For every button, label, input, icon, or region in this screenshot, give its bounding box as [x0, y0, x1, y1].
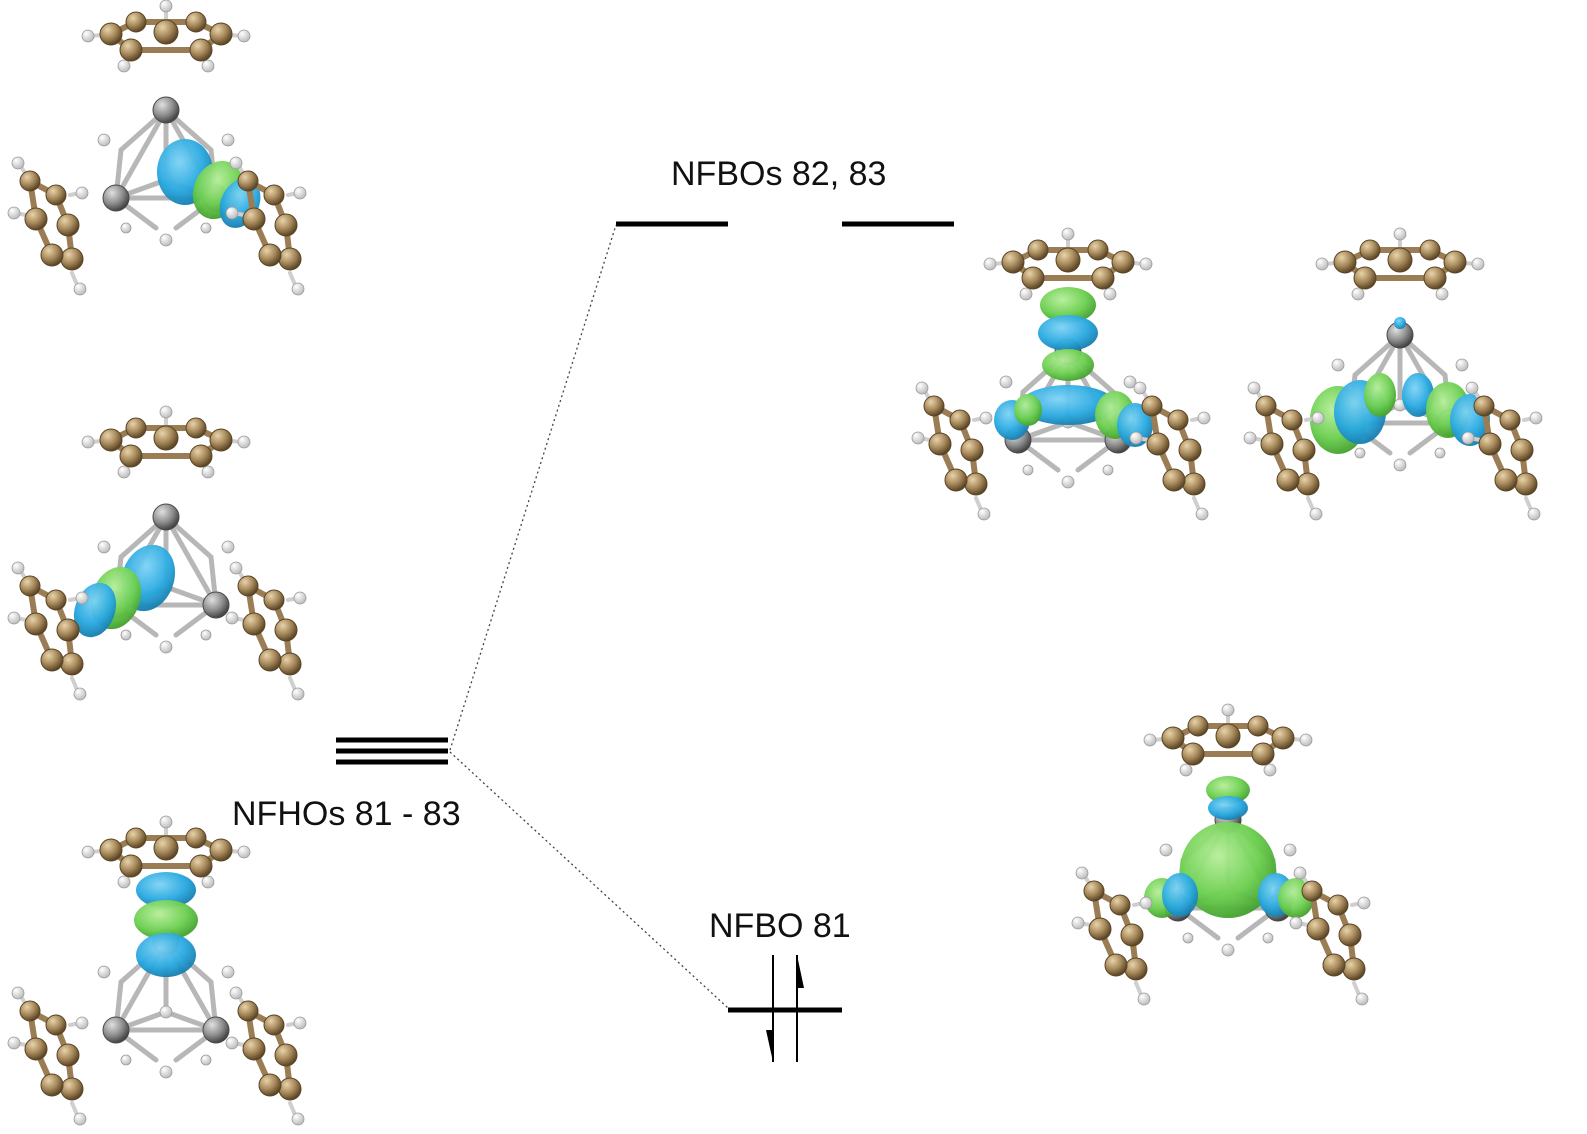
- nfbo-lower-label: NFBO 81: [709, 907, 851, 945]
- molecule-nfho-a: [8, 0, 306, 295]
- orbital-lobe-positive: [1020, 385, 1116, 425]
- orbital-lobe-positive: [1402, 373, 1434, 417]
- orbital-lobe-negative: [1180, 822, 1276, 918]
- spin-down-arrowhead: [766, 1030, 773, 1062]
- nfho-levels: [336, 737, 448, 765]
- molecule-nfho-b: [8, 406, 306, 700]
- orbital-lobe-negative: [1206, 776, 1250, 804]
- orbital-lobe-positive: [1208, 796, 1248, 820]
- orbital-lobe-positive: [1038, 315, 1098, 351]
- molecule-nfbo-83: [1244, 228, 1542, 520]
- orbital-lobe-positive: [136, 872, 196, 908]
- orbital-lobe-negative: [1040, 287, 1096, 323]
- correlation-line-upper: [449, 224, 617, 751]
- molecule-nfho-c: [8, 816, 306, 1125]
- orbital-lobe-positive: [1162, 873, 1198, 917]
- spin-up-arrowhead: [797, 955, 804, 988]
- orbital-lobe-negative: [134, 900, 198, 940]
- molecule-nfbo-82: [912, 228, 1210, 520]
- electron-pair: [766, 955, 804, 1062]
- orbital-lobe-positive: [136, 933, 196, 977]
- orbital-lobe-negative: [1042, 349, 1094, 381]
- correlation-line-lower: [449, 751, 729, 1009]
- orbital-lobe-negative: [1364, 373, 1396, 417]
- nfhos-label: NFHOs 81 - 83: [232, 795, 461, 833]
- orbital-lobe-positive: [1117, 403, 1153, 447]
- nfbos-upper-label: NFBOs 82, 83: [671, 155, 886, 193]
- molecule-nfbo-81: [1072, 704, 1370, 1005]
- orbital-lobe-negative: [1014, 394, 1042, 426]
- orbital-lobe-positive: [1394, 317, 1406, 329]
